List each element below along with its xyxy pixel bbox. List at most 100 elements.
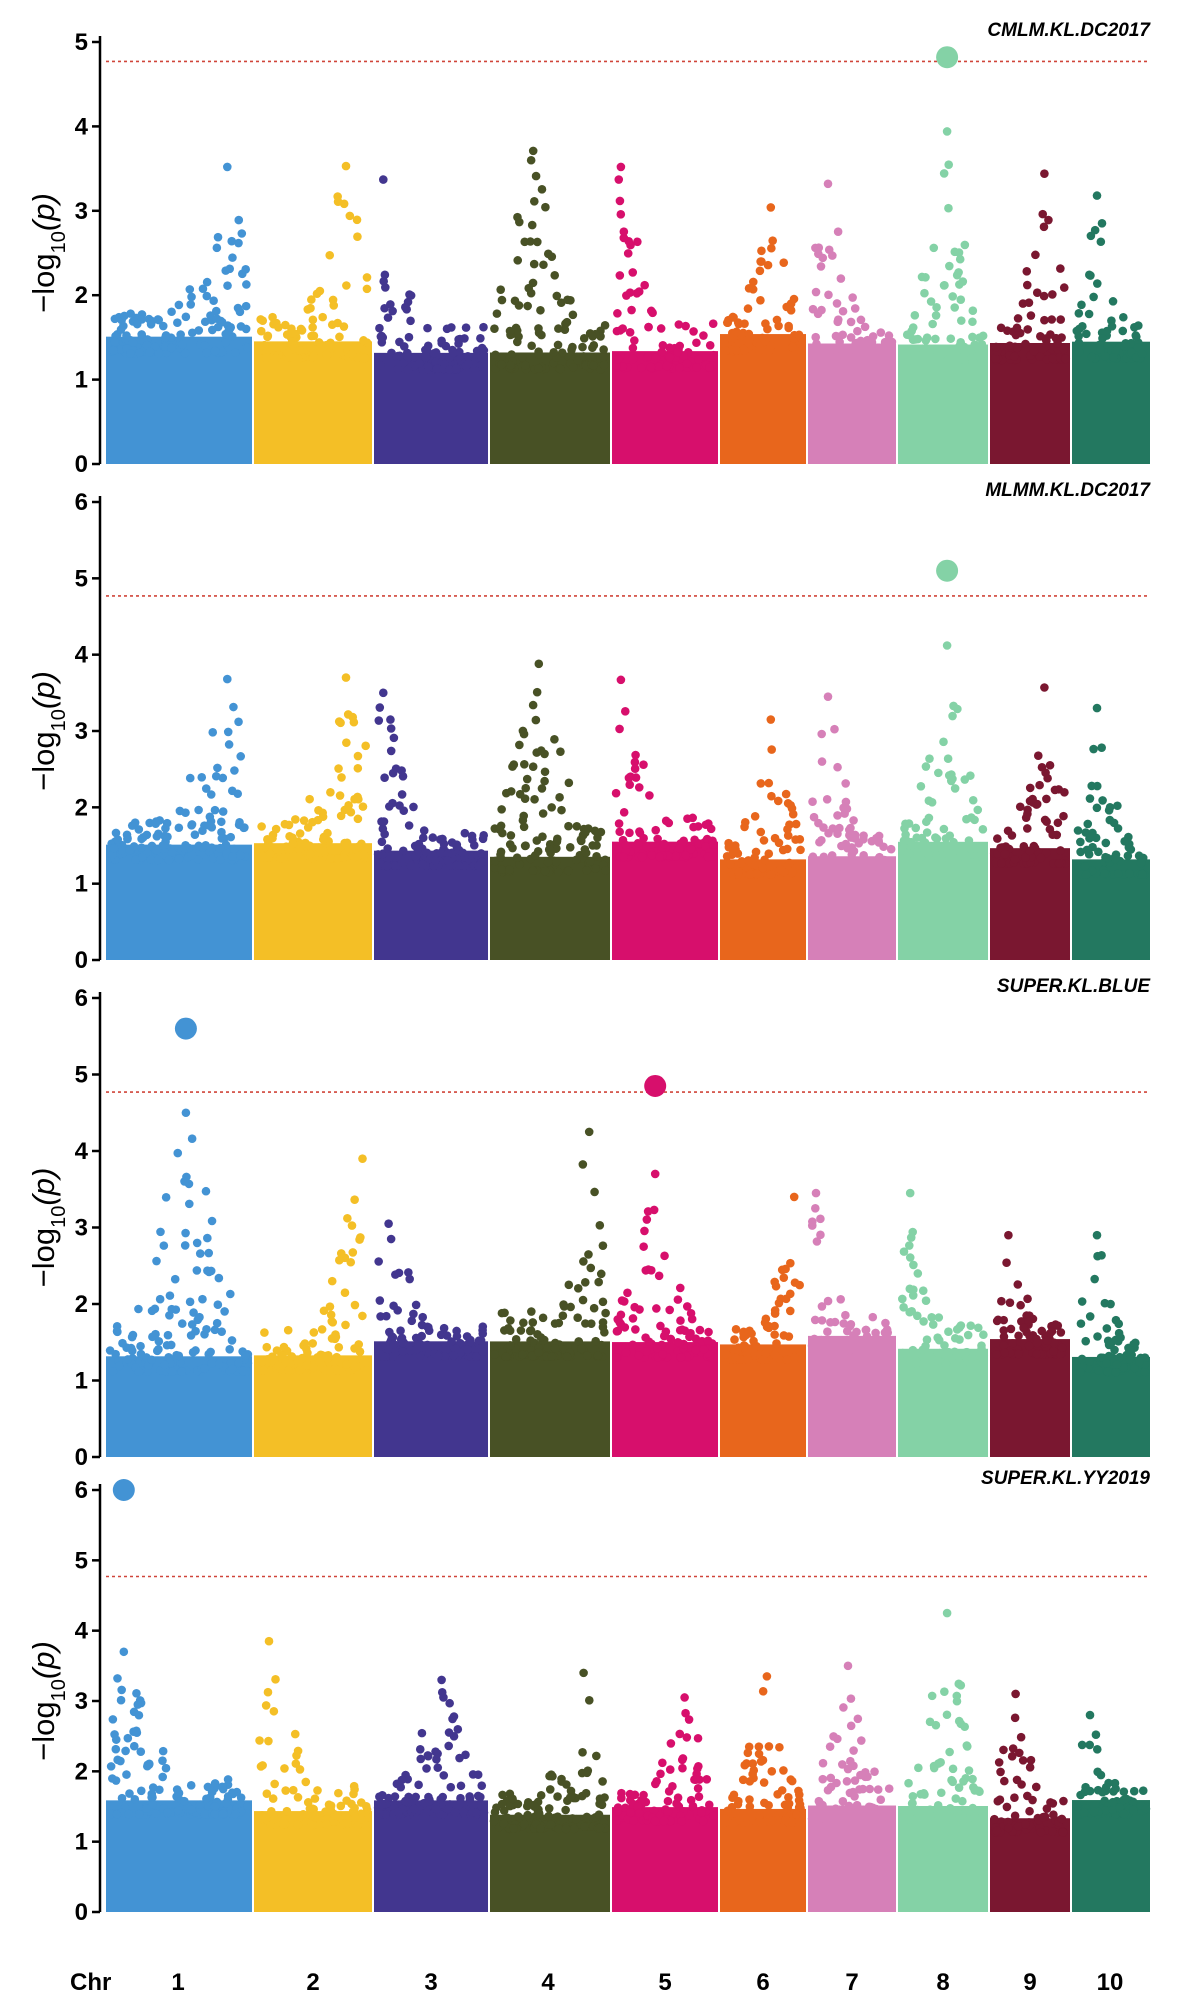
snp-point (1086, 231, 1096, 241)
snp-point (657, 347, 667, 357)
snp-point (931, 833, 940, 842)
snp-point (405, 1274, 414, 1284)
snp-point (600, 1328, 609, 1337)
snp-point (1056, 315, 1066, 324)
snp-point (681, 850, 691, 860)
snp-point (237, 229, 247, 238)
snp-point (857, 1736, 866, 1745)
snp-point (1077, 1740, 1087, 1750)
snp-point (566, 1302, 575, 1312)
snp-point (740, 822, 749, 832)
snp-point (378, 1351, 388, 1361)
chr-5-snps (612, 1693, 718, 1912)
snp-point (627, 305, 636, 315)
snp-point (960, 240, 970, 250)
snp-point (136, 1786, 146, 1796)
snp-point (858, 1784, 868, 1794)
snp-point (530, 795, 539, 804)
snp-point (415, 359, 424, 368)
snp-point (110, 314, 120, 324)
snp-point (468, 1770, 478, 1779)
snp-point (733, 1345, 742, 1354)
snp-point (1025, 783, 1035, 793)
snp-point (479, 1808, 489, 1817)
snp-point (900, 355, 910, 365)
snp-point (624, 773, 634, 783)
snp-point (291, 1759, 301, 1768)
snp-point (404, 821, 414, 830)
snp-point (353, 814, 363, 824)
snp-point (772, 1339, 781, 1348)
snp-point (280, 1358, 290, 1368)
snp-point (1120, 836, 1129, 846)
chr-5-snp-body (612, 841, 718, 960)
snp-point (880, 337, 890, 347)
snp-point (846, 345, 855, 354)
snp-point (824, 245, 834, 255)
snp-point (362, 284, 372, 294)
snp-point (637, 852, 647, 862)
snp-point (333, 197, 343, 206)
snp-point (417, 1728, 427, 1738)
snp-point (1093, 1785, 1103, 1795)
snp-point (703, 852, 713, 862)
snp-point (380, 829, 389, 839)
snp-point (685, 1810, 695, 1820)
snp-point (927, 1691, 937, 1701)
y-axis-label: −log10(p) (26, 671, 70, 791)
snp-point (374, 716, 384, 725)
snp-point (631, 750, 640, 760)
snp-point (991, 342, 1001, 352)
snp-point (1111, 346, 1120, 356)
snp-point (766, 870, 776, 879)
snp-point (350, 794, 359, 804)
chr-8-peak-snp (905, 1188, 915, 1198)
snp-point (350, 1195, 359, 1204)
snp-point (518, 1350, 527, 1360)
snp-point (314, 338, 324, 347)
snp-point (971, 844, 981, 853)
snp-point (578, 1748, 587, 1757)
snp-point (167, 307, 176, 317)
snp-point (536, 1791, 546, 1800)
chr-10-peak-snp (1092, 703, 1102, 713)
snp-point (526, 237, 535, 246)
snp-point (880, 1328, 890, 1337)
snp-point (656, 1769, 665, 1779)
snp-point (612, 326, 622, 336)
snp-point (305, 841, 314, 850)
chr-10-peak-snp (1085, 1710, 1095, 1720)
snp-point (701, 842, 711, 851)
snp-point (547, 803, 556, 812)
snp-point (350, 1300, 360, 1310)
snp-point (958, 1796, 967, 1806)
snp-point (763, 260, 773, 270)
snp-point (451, 1344, 461, 1354)
snp-point (969, 1783, 978, 1792)
snp-point (708, 319, 718, 328)
snp-point (1115, 1803, 1125, 1812)
snp-point (550, 735, 559, 744)
y-tick-label: 5 (75, 565, 88, 592)
snp-point (192, 1266, 202, 1275)
snp-point (908, 1291, 918, 1300)
chr-5-peak-snp (650, 1169, 660, 1179)
snp-point (1085, 794, 1095, 803)
snp-point (423, 323, 432, 333)
snp-point (1130, 323, 1139, 332)
snp-point (945, 1803, 955, 1813)
chr-label-5: 5 (658, 1969, 671, 1996)
snp-point (1112, 1360, 1122, 1369)
chr-4-snps (490, 1127, 610, 1457)
snp-point (743, 856, 753, 865)
snp-point (497, 360, 506, 369)
snp-point (616, 1310, 626, 1320)
snp-point (1122, 1794, 1131, 1804)
snp-point (640, 1226, 649, 1236)
snp-point (1006, 1324, 1016, 1334)
snp-point (549, 347, 559, 357)
snp-point (905, 1284, 915, 1294)
snp-point (422, 1807, 432, 1817)
snp-point (471, 1352, 481, 1361)
snp-point (1024, 1341, 1034, 1351)
